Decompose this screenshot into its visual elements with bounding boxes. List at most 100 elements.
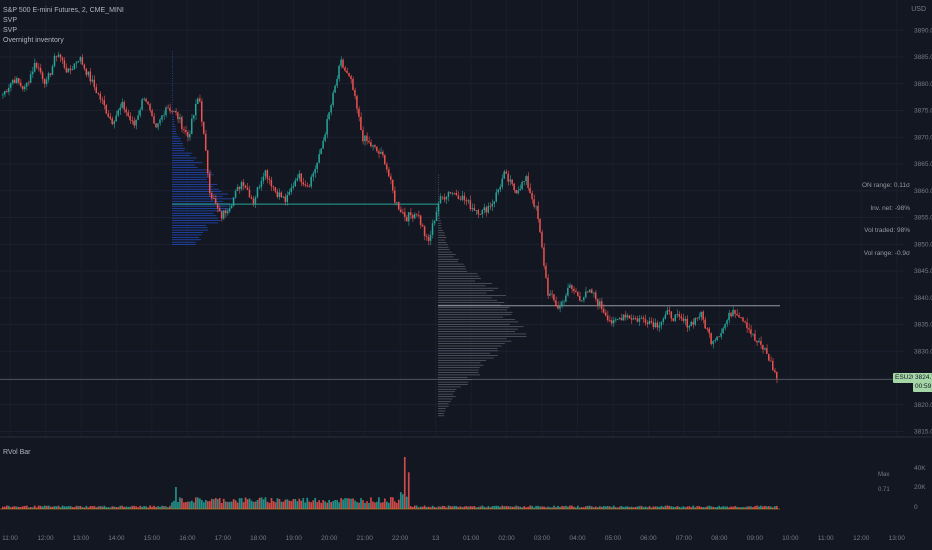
profile-bar xyxy=(172,119,174,120)
profile-bar xyxy=(438,391,455,393)
volume-bar xyxy=(13,506,16,509)
volume-bar xyxy=(21,506,24,509)
volume-bar xyxy=(155,506,157,509)
candle-body xyxy=(226,211,229,214)
candle-body xyxy=(31,71,34,75)
candle-body xyxy=(181,117,183,130)
candle-body xyxy=(738,315,740,318)
profile-bar xyxy=(438,184,439,186)
candle-body xyxy=(77,60,80,63)
price-tick-label: 3850.00 xyxy=(914,241,932,248)
profile-bar xyxy=(172,212,214,214)
profile-bar xyxy=(172,181,209,183)
candle-body xyxy=(736,313,738,316)
volume-bar xyxy=(198,498,201,509)
indicator-svp-2[interactable]: SVP xyxy=(3,27,18,34)
time-tick-label: 12:00 xyxy=(853,535,870,542)
candle-body xyxy=(206,150,209,174)
rvol-legend[interactable]: RVol Bar xyxy=(3,449,31,456)
profile-bar xyxy=(172,215,217,217)
volume-bar xyxy=(555,507,557,509)
volume-bar xyxy=(350,498,352,509)
profile-bar xyxy=(172,193,228,195)
profile-bar xyxy=(438,311,513,313)
candle-body xyxy=(354,89,356,96)
rvol-bars xyxy=(0,457,780,510)
candle-body xyxy=(774,370,776,373)
volume-bar xyxy=(53,506,56,509)
candle-body xyxy=(748,328,750,330)
profile-bar xyxy=(172,176,211,178)
candle-body xyxy=(49,73,52,75)
volume-bar xyxy=(296,501,299,509)
candle-body xyxy=(515,190,517,194)
volume-bar xyxy=(457,506,460,509)
candle-body xyxy=(332,92,334,105)
profile-bar xyxy=(438,405,449,407)
candle-body xyxy=(610,320,613,324)
profile-bar xyxy=(172,97,173,99)
price-tick-label: 3840.00 xyxy=(914,295,932,302)
volume-bar xyxy=(469,506,472,509)
profile-bar xyxy=(438,220,441,222)
profile-bar xyxy=(172,73,173,75)
candle-body xyxy=(177,112,179,120)
profile-bar xyxy=(438,302,505,303)
indicator-svp-1[interactable]: SVP xyxy=(3,17,18,24)
volume-bar xyxy=(59,507,62,509)
profile-bar xyxy=(438,234,445,236)
candle-body xyxy=(413,214,416,219)
candle-body xyxy=(29,74,32,83)
volume-bar xyxy=(758,506,760,509)
candle-body xyxy=(119,107,121,111)
volume-bar xyxy=(698,506,701,509)
candle-body xyxy=(250,197,253,199)
volume-bar xyxy=(507,506,510,509)
time-axis[interactable]: 11:00 12:00 13:00 14:00 15:00 16:00 17:00 18:00… xyxy=(2,535,905,542)
volume-bar xyxy=(401,494,404,509)
volume-bar xyxy=(125,506,128,509)
profile-bar xyxy=(172,145,183,147)
volume-bar xyxy=(583,507,585,509)
time-tick-label: 11:00 xyxy=(818,535,834,542)
volume-bar xyxy=(477,506,480,509)
indicator-overnight-inventory[interactable]: Overnight inventory xyxy=(3,37,64,44)
symbol-title[interactable]: S&P 500 E-mini Futures, 2, CME_MINI xyxy=(3,7,124,14)
profile-bar xyxy=(172,198,235,200)
candle-body xyxy=(81,57,84,65)
candle-body xyxy=(399,209,402,213)
volume-bar xyxy=(157,506,159,509)
volume-bar xyxy=(604,506,607,509)
candle-body xyxy=(762,344,764,350)
candle-body xyxy=(565,295,567,302)
candle-body xyxy=(622,314,625,321)
volume-tick-label: 0 xyxy=(914,504,918,511)
volume-bar xyxy=(487,505,490,509)
profile-bar xyxy=(172,87,173,89)
volume-bar xyxy=(716,506,719,509)
volume-bar xyxy=(179,497,181,509)
volume-bar xyxy=(399,492,402,509)
profile-bar xyxy=(438,360,487,361)
candle-body xyxy=(131,120,133,122)
volume-bar xyxy=(99,506,102,509)
profile-bar xyxy=(172,107,173,108)
volume-bar xyxy=(586,505,589,509)
profile-bar xyxy=(172,90,173,91)
candle-body xyxy=(308,186,310,188)
candle-body xyxy=(342,59,344,68)
price-tick-label: 3865.00 xyxy=(914,161,932,168)
candle-body xyxy=(300,173,302,183)
volume-bar xyxy=(177,502,179,509)
candle-body xyxy=(240,182,243,190)
profile-bar xyxy=(172,229,209,231)
profile-bar xyxy=(438,287,499,289)
profile-bar xyxy=(172,104,173,106)
volume-bar xyxy=(565,505,567,509)
profile-bar xyxy=(438,181,439,183)
volume-bar xyxy=(768,506,770,509)
candle-body xyxy=(191,118,193,135)
volume-bar xyxy=(280,501,283,509)
time-tick-label: 17:00 xyxy=(215,535,232,542)
